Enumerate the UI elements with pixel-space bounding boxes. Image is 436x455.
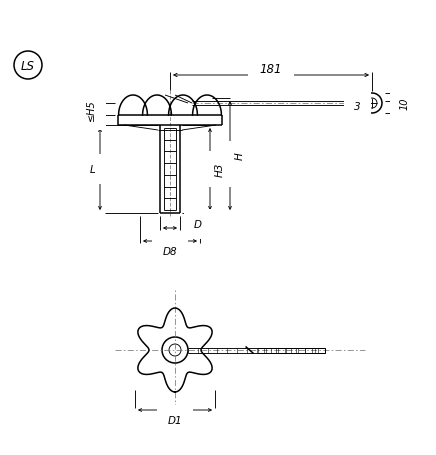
- Text: LS: LS: [21, 59, 35, 72]
- Text: H3: H3: [215, 162, 225, 177]
- Text: 10: 10: [400, 97, 410, 110]
- Text: 181: 181: [260, 62, 282, 76]
- Text: D8: D8: [163, 247, 177, 257]
- Text: D1: D1: [168, 415, 182, 425]
- Text: 3: 3: [354, 102, 361, 112]
- Text: ≤H5: ≤H5: [86, 99, 96, 121]
- Text: H: H: [235, 152, 245, 160]
- Text: 5,3: 5,3: [400, 91, 409, 105]
- Text: D: D: [194, 219, 202, 229]
- Text: L: L: [89, 165, 95, 175]
